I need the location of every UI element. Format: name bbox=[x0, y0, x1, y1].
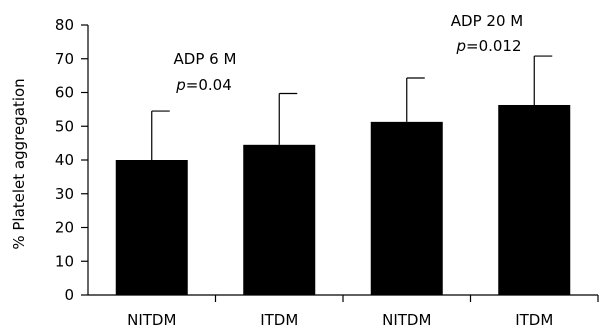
bar-4 bbox=[498, 104, 571, 295]
y-tick-label: 10 bbox=[55, 252, 74, 270]
y-tick-label: 40 bbox=[55, 151, 74, 169]
annotation-adp20-label: ADP 20 M bbox=[451, 12, 523, 30]
y-tick-label: 70 bbox=[55, 50, 74, 68]
y-tick-label: 50 bbox=[55, 117, 74, 135]
annotation-adp6-label: ADP 6 M bbox=[174, 50, 237, 68]
annotation-adp6-p-symbol: p bbox=[175, 76, 186, 94]
x-category-label: ITDM bbox=[260, 311, 298, 329]
x-axis-ticks bbox=[214, 295, 599, 302]
annotation-adp20-p-symbol: p bbox=[455, 37, 466, 55]
error-bars-group bbox=[151, 55, 553, 160]
x-category-label: NITDM bbox=[127, 311, 176, 329]
annotation-adp6-p-number: =0.04 bbox=[186, 76, 232, 94]
y-tick-label: 80 bbox=[55, 16, 74, 34]
x-category-label: ITDM bbox=[515, 311, 553, 329]
bar-2 bbox=[243, 144, 316, 295]
y-tick-label: 20 bbox=[55, 219, 74, 237]
y-tick-label: 60 bbox=[55, 84, 74, 102]
category-labels: NITDM ITDM NITDM ITDM bbox=[127, 311, 553, 329]
bar-3 bbox=[370, 121, 443, 295]
bars-group bbox=[115, 104, 571, 295]
x-category-label: NITDM bbox=[382, 311, 431, 329]
annotation-adp20-pvalue: p=0.012 bbox=[455, 37, 521, 55]
y-axis-title: % Platelet aggregation bbox=[10, 78, 28, 249]
y-axis-ticks: 0 10 20 30 40 50 60 70 80 bbox=[55, 16, 88, 304]
y-tick-label: 0 bbox=[64, 286, 74, 304]
annotation-adp6-pvalue: p=0.04 bbox=[175, 76, 232, 94]
y-tick-label: 30 bbox=[55, 185, 74, 203]
annotation-adp20-p-number: =0.012 bbox=[466, 37, 522, 55]
bar-1 bbox=[115, 160, 188, 295]
